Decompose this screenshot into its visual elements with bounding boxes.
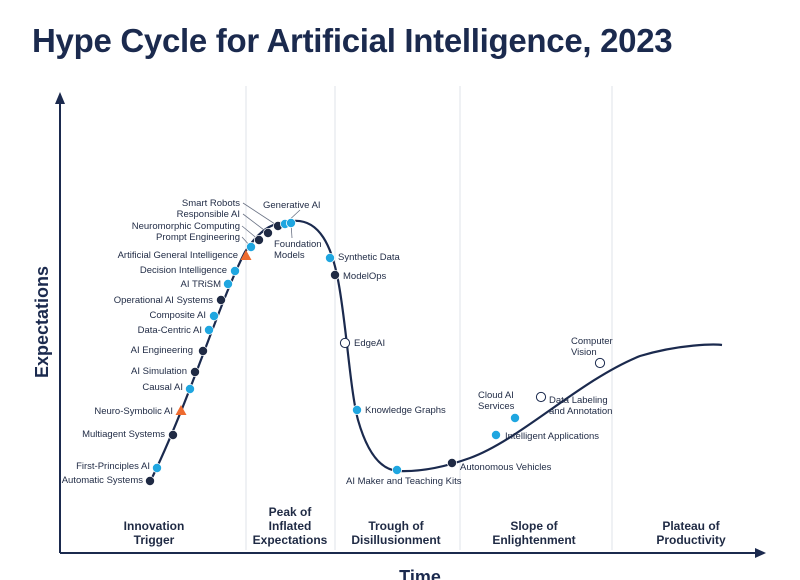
marker-decision-intelligence (229, 265, 240, 276)
label-automatic-systems: Automatic Systems (62, 475, 144, 486)
y-axis-label: Expectations (32, 266, 52, 378)
technology-labels: Automatic Systems First-Principles AI Mult… (62, 198, 613, 487)
page-title: Hype Cycle for Artificial Intelligence, … (32, 22, 673, 59)
axes (55, 92, 766, 558)
label-first-principles-ai: First-Principles AI (76, 461, 150, 472)
label-synthetic-data: Synthetic Data (338, 252, 400, 263)
label-data-labeling-and-annotation: Data Labeling and Annotation (549, 395, 612, 417)
marker-ai-maker-and-teaching-kits (391, 464, 402, 475)
leader-line-responsible-ai (242, 213, 269, 234)
marker-synthetic-data (324, 252, 335, 263)
technology-markers (144, 217, 606, 486)
label-ai-engineering: AI Engineering (131, 345, 193, 356)
label-ai-maker-and-teaching-kits: AI Maker and Teaching Kits (346, 476, 462, 487)
marker-causal-ai (184, 383, 195, 394)
label-prompt-engineering: Prompt Engineering (156, 232, 240, 243)
phase-label-trough-of-disillusionment: Trough of Disillusionment (351, 519, 440, 547)
marker-intelligent-applications (490, 429, 501, 440)
label-computer-vision: Computer Vision (571, 336, 613, 358)
marker-data-labeling-and-annotation (535, 391, 547, 403)
leader-line-smart-robots (242, 202, 279, 227)
label-smart-robots: Smart Robots (182, 198, 240, 209)
label-decision-intelligence: Decision Intelligence (140, 265, 227, 276)
marker-artificial-general-intelligence (240, 250, 252, 260)
y-axis-arrow-icon (55, 92, 65, 104)
marker-cloud-ai-services (509, 412, 520, 423)
label-generative-ai: Generative AI (263, 200, 321, 211)
label-causal-ai: Causal AI (142, 382, 183, 393)
label-neuro-symbolic-ai: Neuro-Symbolic AI (94, 406, 173, 417)
marker-autonomous-vehicles (446, 457, 457, 468)
phase-label-innovation-trigger: Innovation Trigger (124, 519, 185, 547)
marker-multiagent-systems (167, 429, 178, 440)
label-operational-ai-systems: Operational AI Systems (114, 295, 214, 306)
marker-first-principles-ai (151, 462, 162, 473)
label-foundation-models: Foundation Models (274, 239, 322, 261)
label-ai-simulation: AI Simulation (131, 366, 187, 377)
marker-ai-engineering (197, 345, 208, 356)
marker-prompt-engineering (245, 241, 256, 252)
label-autonomous-vehicles: Autonomous Vehicles (460, 462, 552, 473)
marker-computer-vision (594, 357, 606, 369)
label-ai-trism: AI TRiSM (181, 279, 222, 290)
marker-knowledge-graphs (351, 404, 362, 415)
phase-label-peak-of-inflated-expectations: Peak of Inflated Expectations (253, 505, 328, 547)
marker-ai-simulation (189, 366, 200, 377)
label-artificial-general-intelligence: Artificial General Intelligence (118, 250, 238, 261)
label-data-centric-ai: Data-Centric AI (138, 325, 202, 336)
marker-responsible-ai (262, 227, 273, 238)
label-responsible-ai: Responsible AI (177, 209, 240, 220)
marker-automatic-systems (144, 475, 155, 486)
label-composite-ai: Composite AI (150, 310, 207, 321)
marker-neuromorphic-computing (253, 234, 264, 245)
marker-ai-trism (222, 278, 233, 289)
marker-modelops (329, 269, 340, 280)
label-intelligent-applications: Intelligent Applications (505, 431, 599, 442)
phase-dividers (245, 86, 613, 550)
label-cloud-ai-services: Cloud AI Services (478, 390, 515, 412)
label-knowledge-graphs: Knowledge Graphs (365, 405, 446, 416)
marker-operational-ai-systems (215, 294, 226, 305)
phase-label-slope-of-enlightenment: Slope of Enlightenment (492, 519, 575, 547)
marker-neuro-symbolic-ai (175, 405, 187, 415)
marker-data-centric-ai (203, 324, 214, 335)
label-edgeai: EdgeAI (354, 338, 385, 349)
phase-label-plateau-of-productivity: Plateau of Productivity (656, 519, 726, 547)
marker-edgeai (339, 337, 351, 349)
label-neuromorphic-computing: Neuromorphic Computing (132, 221, 240, 232)
x-axis-arrow-icon (755, 548, 766, 558)
marker-foundation-models (285, 217, 296, 228)
label-multiagent-systems: Multiagent Systems (82, 429, 165, 440)
x-axis-label: Time (399, 567, 441, 580)
phase-labels: Innovation Trigger Peak of Inflated Expectat… (124, 505, 726, 547)
marker-composite-ai (208, 310, 219, 321)
label-modelops: ModelOps (343, 271, 387, 282)
